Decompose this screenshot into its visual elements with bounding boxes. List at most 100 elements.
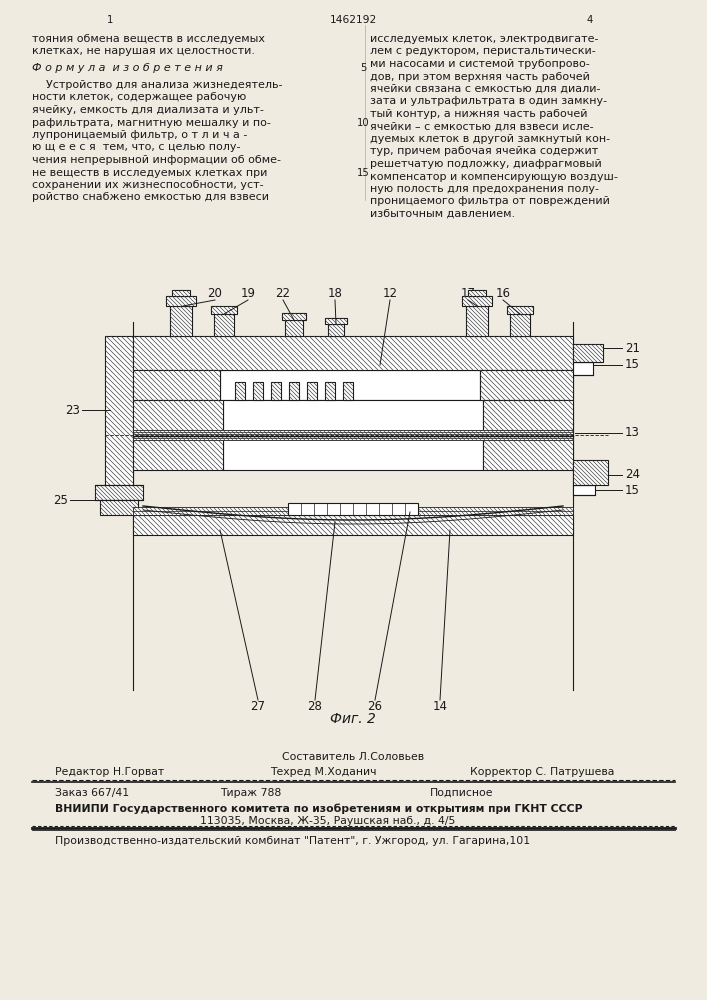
Text: 24: 24 (625, 468, 640, 482)
Bar (166, 296, 196, 306)
Text: не веществ в исследуемых клетках при: не веществ в исследуемых клетках при (32, 167, 267, 178)
Text: ройство снабжено емкостью для взвеси: ройство снабжено емкостью для взвеси (32, 192, 269, 202)
Bar (573, 344, 603, 362)
Text: ВНИИПИ Государственного комитета по изобретениям и открытиям при ГКНТ СССР: ВНИИПИ Государственного комитета по изоб… (55, 804, 583, 814)
Text: тур, причем рабочая ячейка содержит: тур, причем рабочая ячейка содержит (370, 146, 598, 156)
Text: рафильтрата, магнитную мешалку и по-: рафильтрата, магнитную мешалку и по- (32, 117, 271, 127)
Bar (105, 336, 133, 500)
Bar (573, 362, 593, 375)
Text: Составитель Л.Соловьев: Составитель Л.Соловьев (282, 752, 424, 762)
Text: 23: 23 (65, 403, 80, 416)
Text: избыточным давлением.: избыточным давлением. (370, 209, 515, 219)
Text: 28: 28 (308, 700, 322, 713)
Text: 5: 5 (360, 63, 366, 73)
Text: ную полость для предохранения полу-: ную полость для предохранения полу- (370, 184, 599, 194)
Text: зата и ультрафильтрата в один замкну-: зата и ультрафильтрата в один замкну- (370, 97, 607, 106)
Bar (253, 382, 263, 400)
Bar (282, 313, 306, 320)
Text: Устройство для анализа жизнедеятель-: Устройство для анализа жизнедеятель- (32, 80, 283, 90)
Text: 10: 10 (357, 117, 369, 127)
Text: ности клеток, содержащее рабочую: ности клеток, содержащее рабочую (32, 93, 246, 103)
Bar (462, 296, 492, 306)
Text: Тираж 788: Тираж 788 (220, 788, 281, 798)
Text: Подписное: Подписное (430, 788, 493, 798)
Bar (480, 370, 573, 400)
Text: 16: 16 (496, 287, 510, 300)
Text: Техред М.Ходанич: Техред М.Ходанич (270, 767, 377, 777)
Text: 18: 18 (327, 287, 342, 300)
Text: 1462192: 1462192 (329, 15, 377, 25)
Bar (133, 507, 573, 515)
Text: 21: 21 (625, 342, 640, 355)
Text: 19: 19 (240, 287, 255, 300)
Bar (211, 306, 237, 314)
Text: ю щ е е с я  тем, что, с целью полу-: ю щ е е с я тем, что, с целью полу- (32, 142, 240, 152)
Bar (573, 460, 608, 485)
Text: 20: 20 (208, 287, 223, 300)
Bar (235, 382, 245, 400)
Text: 15: 15 (356, 167, 369, 178)
Bar (170, 306, 192, 336)
Text: Производственно-издательский комбинат "Патент", г. Ужгород, ул. Гагарина,101: Производственно-издательский комбинат "П… (55, 836, 530, 846)
Text: сохранении их жизнеспособности, уст-: сохранении их жизнеспособности, уст- (32, 180, 264, 190)
Bar (214, 314, 234, 336)
Bar (289, 382, 299, 400)
Text: лем с редуктором, перистальтически-: лем с редуктором, перистальтически- (370, 46, 596, 56)
Text: тояния обмена веществ в исследуемых: тояния обмена веществ в исследуемых (32, 34, 265, 44)
Text: лупроницаемый фильтр, о т л и ч а -: лупроницаемый фильтр, о т л и ч а - (32, 130, 247, 140)
Text: 27: 27 (250, 700, 266, 713)
Bar (133, 515, 573, 535)
Text: 14: 14 (433, 700, 448, 713)
Bar (172, 290, 190, 296)
Text: 26: 26 (368, 700, 382, 713)
Text: 113035, Москва, Ж-35, Раушская наб., д. 4/5: 113035, Москва, Ж-35, Раушская наб., д. … (200, 816, 455, 826)
Bar (133, 400, 223, 470)
Bar (220, 370, 480, 400)
Text: тый контур, а нижняя часть рабочей: тый контур, а нижняя часть рабочей (370, 109, 588, 119)
Bar (133, 430, 573, 440)
Bar (307, 382, 317, 400)
Text: чения непрерывной информации об обме-: чения непрерывной информации об обме- (32, 155, 281, 165)
Text: 15: 15 (625, 484, 640, 496)
Bar (325, 318, 347, 324)
Text: 12: 12 (382, 287, 397, 300)
Text: дов, при этом верхняя часть рабочей: дов, при этом верхняя часть рабочей (370, 72, 590, 82)
Bar (466, 306, 488, 336)
Text: Ф о р м у л а  и з о б р е т е н и я: Ф о р м у л а и з о б р е т е н и я (32, 63, 223, 73)
Bar (325, 382, 335, 400)
Text: проницаемого фильтра от повреждений: проницаемого фильтра от повреждений (370, 196, 610, 207)
Text: Фиг. 2: Фиг. 2 (330, 712, 376, 726)
Bar (223, 400, 483, 470)
Text: ячейку, емкость для диализата и ульт-: ячейку, емкость для диализата и ульт- (32, 105, 264, 115)
Text: 25: 25 (53, 493, 68, 506)
Text: клетках, не нарушая их целостности.: клетках, не нарушая их целостности. (32, 46, 255, 56)
Text: ячейки связана с емкостью для диали-: ячейки связана с емкостью для диали- (370, 84, 600, 94)
Bar (510, 314, 530, 336)
Bar (483, 400, 573, 470)
Bar (133, 336, 573, 370)
Text: ми насосами и системой трубопрово-: ми насосами и системой трубопрово- (370, 59, 590, 69)
Text: исследуемых клеток, электродвигате-: исследуемых клеток, электродвигате- (370, 34, 599, 44)
Bar (95, 485, 143, 500)
Text: Заказ 667/41: Заказ 667/41 (55, 788, 129, 798)
Text: решетчатую подложку, диафрагмовый: решетчатую подложку, диафрагмовый (370, 159, 602, 169)
Text: 13: 13 (625, 426, 640, 440)
Text: компенсатор и компенсирующую воздуш-: компенсатор и компенсирующую воздуш- (370, 172, 618, 182)
Text: Корректор С. Патрушева: Корректор С. Патрушева (470, 767, 614, 777)
Bar (468, 290, 486, 296)
Text: ячейки – с емкостью для взвеси исле-: ячейки – с емкостью для взвеси исле- (370, 121, 594, 131)
Text: Редактор Н.Горват: Редактор Н.Горват (55, 767, 164, 777)
Bar (328, 324, 344, 336)
Text: дуемых клеток в другой замкнутый кон-: дуемых клеток в другой замкнутый кон- (370, 134, 610, 144)
Bar (285, 320, 303, 336)
Text: 4: 4 (587, 15, 593, 25)
Bar (271, 382, 281, 400)
Text: 17: 17 (460, 287, 476, 300)
Text: 22: 22 (276, 287, 291, 300)
Bar (288, 503, 418, 515)
Text: 1: 1 (107, 15, 113, 25)
Bar (100, 500, 138, 515)
Bar (573, 485, 595, 495)
Bar (507, 306, 533, 314)
Text: 15: 15 (625, 359, 640, 371)
